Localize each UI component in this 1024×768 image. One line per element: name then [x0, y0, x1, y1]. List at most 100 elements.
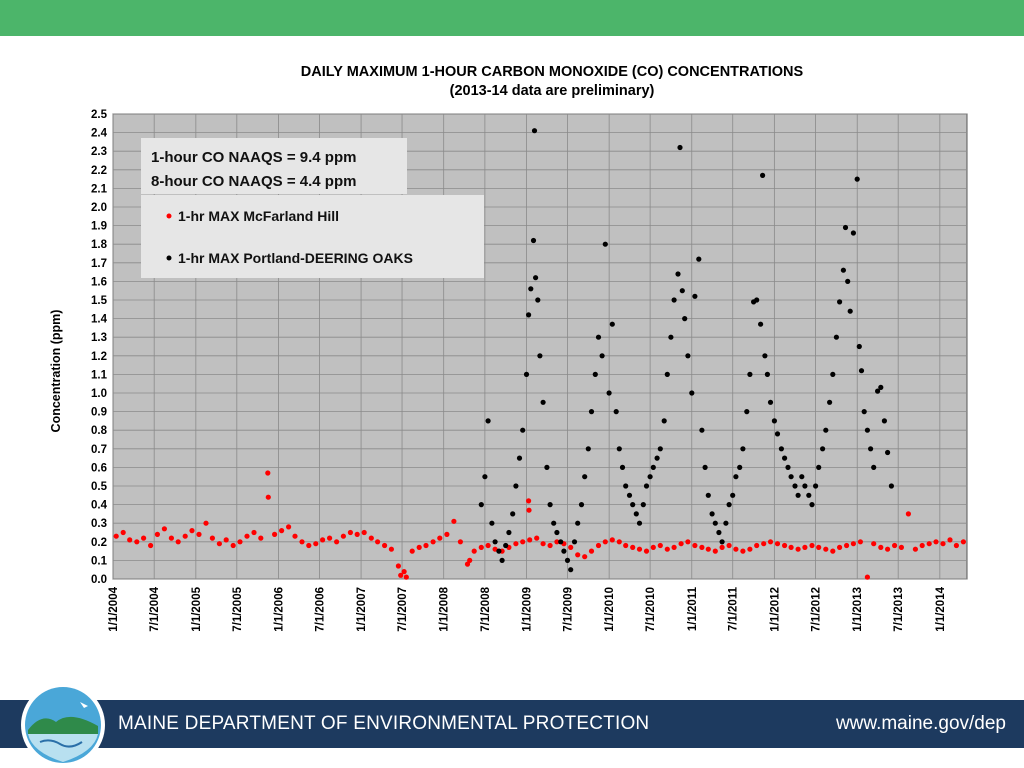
data-point-mcfarland [258, 535, 264, 541]
data-point-portland [668, 334, 674, 340]
data-point-portland [650, 464, 656, 470]
data-point-portland [640, 502, 646, 508]
data-point-mcfarland [168, 535, 174, 541]
data-point-portland [523, 371, 530, 377]
data-point-mcfarland [520, 539, 526, 545]
data-point-mcfarland [451, 518, 457, 524]
y-axis-label: Concentration (ppm) [49, 310, 63, 433]
y-tick-label: 1.6 [91, 276, 107, 288]
y-tick-label: 0.1 [91, 555, 108, 567]
x-tick-label: 1/1/2010 [604, 587, 616, 632]
data-point-portland [533, 275, 539, 281]
footer-url-link[interactable]: www.maine.gov/dep [835, 713, 1006, 734]
data-point-mcfarland [699, 544, 705, 551]
data-point-mcfarland [148, 542, 154, 549]
x-tick-label: 7/1/2004 [149, 586, 161, 631]
x-tick-label: 1/1/2013 [852, 587, 864, 632]
data-point-portland [616, 446, 622, 452]
data-point-mcfarland [816, 544, 822, 551]
data-point-portland [503, 542, 509, 549]
data-point-mcfarland [526, 507, 532, 513]
data-point-portland [762, 353, 768, 359]
data-point-mcfarland [940, 541, 946, 547]
data-point-portland [709, 511, 715, 517]
data-point-portland [585, 446, 591, 452]
data-point-portland [478, 502, 484, 508]
data-point-portland [723, 520, 729, 526]
data-point-portland [842, 224, 849, 231]
y-tick-label: 0.7 [91, 444, 107, 456]
data-point-portland [740, 446, 746, 452]
data-point-mcfarland [347, 529, 353, 536]
data-point-mcfarland [602, 539, 608, 545]
x-tick-label: 1/1/2012 [769, 587, 781, 632]
data-point-mcfarland [223, 537, 229, 543]
data-point-portland [875, 388, 881, 394]
data-point-portland [726, 502, 732, 508]
legend-label-portland: 1-hr MAX Portland-DEERING OAKS [178, 250, 413, 266]
data-point-mcfarland [444, 531, 450, 538]
data-point-portland [850, 230, 857, 236]
data-point-mcfarland [265, 470, 271, 476]
data-point-portland [778, 446, 785, 452]
y-tick-label: 1.7 [91, 258, 107, 270]
data-point-mcfarland [733, 546, 739, 552]
y-tick-label: 1.1 [91, 369, 108, 381]
data-point-mcfarland [430, 539, 436, 545]
data-point-mcfarland [154, 531, 160, 538]
data-point-mcfarland [403, 574, 409, 580]
data-point-mcfarland [788, 544, 794, 551]
data-point-portland [558, 539, 564, 545]
series-points [113, 128, 967, 580]
data-point-portland [671, 297, 677, 303]
data-point-portland [792, 483, 798, 489]
data-point-portland [760, 172, 766, 178]
data-point-mcfarland [334, 539, 340, 545]
naaqs-annotation-box: 1-hour CO NAAQS = 9.4 ppm 8-hour CO NAAQ… [141, 138, 407, 194]
data-point-portland [664, 371, 670, 377]
y-tick-label: 0.9 [91, 407, 107, 419]
chart-subtitle: (2013-14 data are preliminary) [450, 83, 655, 99]
data-point-mcfarland [582, 554, 588, 560]
data-point-mcfarland [782, 542, 788, 549]
x-tick-label: 1/1/2009 [522, 587, 534, 632]
data-point-mcfarland [457, 539, 463, 545]
data-point-mcfarland [616, 539, 622, 545]
data-point-portland [564, 557, 571, 564]
x-tick-label: 7/1/2010 [645, 587, 657, 632]
co-chart: DAILY MAXIMUM 1-HOUR CARBON MONOXIDE (CO… [49, 64, 968, 632]
y-tick-label: 2.2 [91, 165, 107, 177]
data-point-portland [682, 316, 688, 322]
data-point-portland [816, 464, 822, 470]
data-point-portland [702, 464, 708, 470]
data-point-mcfarland [685, 539, 691, 545]
data-point-mcfarland [113, 533, 119, 539]
data-point-mcfarland [837, 544, 843, 551]
data-point-portland [677, 144, 683, 151]
data-point-portland [856, 343, 862, 350]
data-point-portland [847, 308, 853, 314]
data-point-mcfarland [857, 539, 864, 545]
legend-bg [141, 195, 484, 278]
data-point-portland [492, 539, 498, 545]
data-point-portland [840, 267, 847, 273]
data-point-mcfarland [595, 542, 602, 549]
data-point-mcfarland [134, 539, 140, 545]
x-tick-label: 7/1/2006 [314, 587, 326, 632]
data-point-portland [535, 297, 541, 303]
data-point-portland [858, 368, 865, 374]
y-tick-label: 1.2 [91, 351, 107, 363]
x-tick-label: 7/1/2012 [811, 587, 823, 632]
data-point-portland [868, 446, 874, 452]
data-point-portland [582, 474, 588, 480]
data-point-mcfarland [747, 546, 753, 552]
x-tick-label: 7/1/2011 [728, 586, 740, 631]
data-point-mcfarland [299, 539, 305, 545]
x-tick-label: 1/1/2005 [191, 586, 203, 631]
y-tick-label: 0.8 [91, 425, 108, 437]
data-point-portland [854, 176, 860, 182]
data-point-mcfarland [898, 544, 905, 551]
data-point-portland [516, 455, 523, 461]
data-point-mcfarland [216, 541, 222, 547]
data-point-mcfarland [754, 542, 760, 549]
